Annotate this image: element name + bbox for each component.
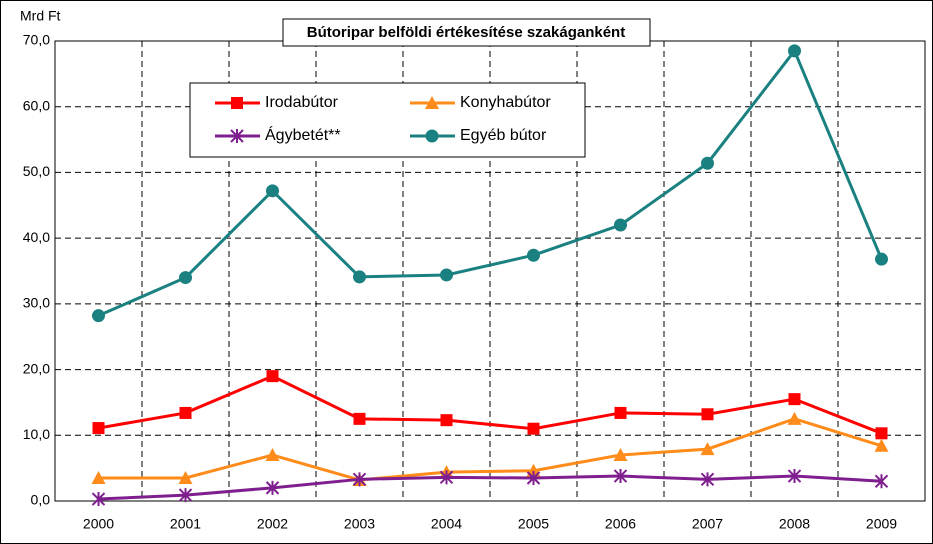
marker xyxy=(266,184,279,198)
y-tick-label: 30,0 xyxy=(23,295,50,311)
marker xyxy=(439,470,454,485)
marker xyxy=(352,472,367,487)
x-tick-label: 2007 xyxy=(692,516,723,532)
marker xyxy=(527,422,540,435)
y-tick-label: 60,0 xyxy=(23,97,50,113)
marker xyxy=(613,469,628,484)
series-line xyxy=(97,47,883,318)
marker xyxy=(178,471,193,484)
marker xyxy=(178,488,193,503)
marker xyxy=(787,469,802,484)
legend-label: Egyéb bútor xyxy=(460,127,547,144)
marker xyxy=(614,406,627,419)
marker xyxy=(266,370,279,383)
series-line xyxy=(98,374,883,435)
marker xyxy=(91,471,106,484)
x-tick-label: 2006 xyxy=(605,516,636,532)
x-tick-label: 2005 xyxy=(518,516,549,532)
x-tick-label: 2000 xyxy=(83,516,114,532)
x-tick-label: 2003 xyxy=(344,516,375,532)
y-tick-label: 70,0 xyxy=(23,32,50,48)
y-tick-label: 0,0 xyxy=(31,492,51,508)
x-tick-label: 2008 xyxy=(779,516,810,532)
marker xyxy=(874,438,889,452)
x-tick-label: 2001 xyxy=(170,516,201,532)
y-axis-label: Mrd Ft xyxy=(20,8,61,24)
marker xyxy=(353,270,366,284)
marker xyxy=(700,472,715,487)
legend-marker xyxy=(231,97,243,109)
legend-box xyxy=(189,82,586,158)
marker xyxy=(701,408,714,421)
marker xyxy=(92,309,105,323)
marker xyxy=(701,156,714,170)
marker xyxy=(527,248,540,262)
legend-marker xyxy=(425,96,439,109)
marker xyxy=(265,448,280,461)
marker xyxy=(92,422,105,435)
legend-marker xyxy=(425,129,439,143)
marker xyxy=(788,44,801,58)
marker xyxy=(179,271,192,285)
marker xyxy=(353,412,366,425)
x-tick-label: 2004 xyxy=(431,516,462,532)
marker xyxy=(875,427,888,440)
marker xyxy=(875,252,888,266)
series-line xyxy=(98,417,882,482)
x-tick-label: 2002 xyxy=(257,516,288,532)
y-tick-label: 20,0 xyxy=(23,360,50,376)
marker xyxy=(787,411,802,425)
y-tick-label: 50,0 xyxy=(23,163,50,179)
marker xyxy=(874,474,889,489)
legend-label: Irodabútor xyxy=(265,94,339,111)
marker xyxy=(440,268,453,282)
marker xyxy=(614,218,627,232)
y-tick-label: 40,0 xyxy=(23,229,50,245)
title-box xyxy=(282,18,651,47)
marker xyxy=(526,471,541,485)
marker xyxy=(440,414,453,427)
chart-title: Bútoripar belföldi értékesítése szakágan… xyxy=(307,24,625,41)
marker xyxy=(265,480,280,495)
x-tick-label: 2009 xyxy=(866,516,897,532)
y-tick-label: 10,0 xyxy=(23,426,50,442)
marker xyxy=(613,448,628,461)
legend-marker xyxy=(230,129,244,143)
marker xyxy=(91,492,106,507)
marker xyxy=(788,393,801,406)
marker xyxy=(700,442,715,456)
legend-label: Konyhabútor xyxy=(460,94,551,111)
marker xyxy=(179,406,192,419)
series-line xyxy=(98,474,882,501)
legend-label: Ágybetét** xyxy=(265,125,341,144)
